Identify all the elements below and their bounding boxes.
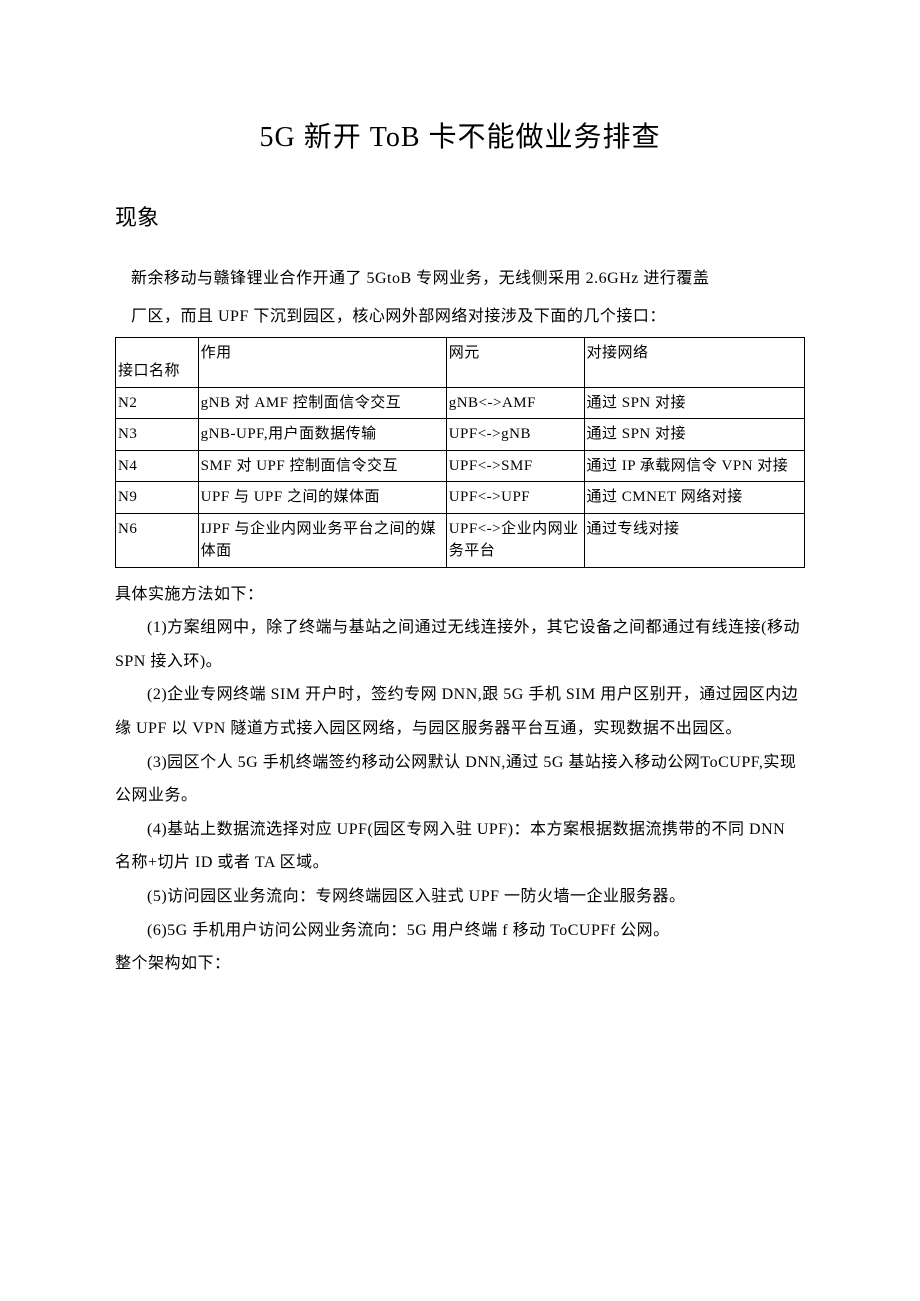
table-header-row: 接口名称 作用 网元 对接网络: [116, 338, 805, 388]
table-row: N3 gNB-UPF,用户面数据传输 UPF<->gNB 通过 SPN 对接: [116, 419, 805, 451]
impl-item: (1)方案组网中，除了终端与基站之间通过无线连接外，其它设备之间都通过有线连接(…: [115, 611, 805, 678]
table-cell: 通过 IP 承载网信令 VPN 对接: [584, 450, 805, 482]
table-cell: N6: [116, 513, 199, 567]
page-title: 5G 新开 ToB 卡不能做业务排查: [115, 115, 805, 155]
table-row: N4 SMF 对 UPF 控制面信令交互 UPF<->SMF 通过 IP 承载网…: [116, 450, 805, 482]
table-cell: UPF<->企业内网业务平台: [446, 513, 584, 567]
table-cell: IJPF 与企业内网业务平台之间的媒体面: [198, 513, 446, 567]
document-page: 5G 新开 ToB 卡不能做业务排查 现象 新余移动与赣锋锂业合作开通了 5Gt…: [0, 0, 920, 1301]
table-cell: 通过 SPN 对接: [584, 419, 805, 451]
table-cell: UPF<->UPF: [446, 482, 584, 514]
table-cell: 通过 SPN 对接: [584, 387, 805, 419]
table-cell: N2: [116, 387, 199, 419]
table-cell: 通过专线对接: [584, 513, 805, 567]
impl-heading: 具体实施方法如下：: [115, 578, 805, 612]
impl-item: (6)5G 手机用户访问公网业务流向：5G 用户终端 f 移动 ToCUPFf …: [115, 914, 805, 948]
table-header-cell: 作用: [198, 338, 446, 388]
table-header-cell: 网元: [446, 338, 584, 388]
table-header-cell: 接口名称: [116, 338, 199, 388]
table-cell: SMF 对 UPF 控制面信令交互: [198, 450, 446, 482]
table-cell: UPF<->gNB: [446, 419, 584, 451]
impl-item: (2)企业专网终端 SIM 开户时，签约专网 DNN,跟 5G 手机 SIM 用…: [115, 678, 805, 745]
impl-item: (3)园区个人 5G 手机终端签约移动公网默认 DNN,通过 5G 基站接入移动…: [115, 746, 805, 813]
section-heading: 现象: [115, 200, 805, 232]
intro-paragraph-line2: 厂区，而且 UPF 下沉到园区，核心网外部网络对接涉及下面的几个接口：: [115, 300, 805, 334]
table-row: N6 IJPF 与企业内网业务平台之间的媒体面 UPF<->企业内网业务平台 通…: [116, 513, 805, 567]
interface-table: 接口名称 作用 网元 对接网络 N2 gNB 对 AMF 控制面信令交互 gNB…: [115, 337, 805, 568]
table-cell: gNB<->AMF: [446, 387, 584, 419]
table-cell: N3: [116, 419, 199, 451]
table-cell: N9: [116, 482, 199, 514]
table-row: N9 UPF 与 UPF 之间的媒体面 UPF<->UPF 通过 CMNET 网…: [116, 482, 805, 514]
arch-heading: 整个架构如下：: [115, 947, 805, 981]
table-cell: N4: [116, 450, 199, 482]
intro-paragraph-line1: 新余移动与赣锋锂业合作开通了 5GtoB 专网业务，无线侧采用 2.6GHz 进…: [115, 262, 805, 296]
table-cell: gNB 对 AMF 控制面信令交互: [198, 387, 446, 419]
table-cell: UPF 与 UPF 之间的媒体面: [198, 482, 446, 514]
impl-item: (4)基站上数据流选择对应 UPF(园区专网入驻 UPF)：本方案根据数据流携带…: [115, 813, 805, 880]
table-header-cell: 对接网络: [584, 338, 805, 388]
table-cell: 通过 CMNET 网络对接: [584, 482, 805, 514]
table-row: N2 gNB 对 AMF 控制面信令交互 gNB<->AMF 通过 SPN 对接: [116, 387, 805, 419]
impl-item: (5)访问园区业务流向：专网终端园区入驻式 UPF 一防火墙一企业服务器。: [115, 880, 805, 914]
table-cell: gNB-UPF,用户面数据传输: [198, 419, 446, 451]
table-cell: UPF<->SMF: [446, 450, 584, 482]
